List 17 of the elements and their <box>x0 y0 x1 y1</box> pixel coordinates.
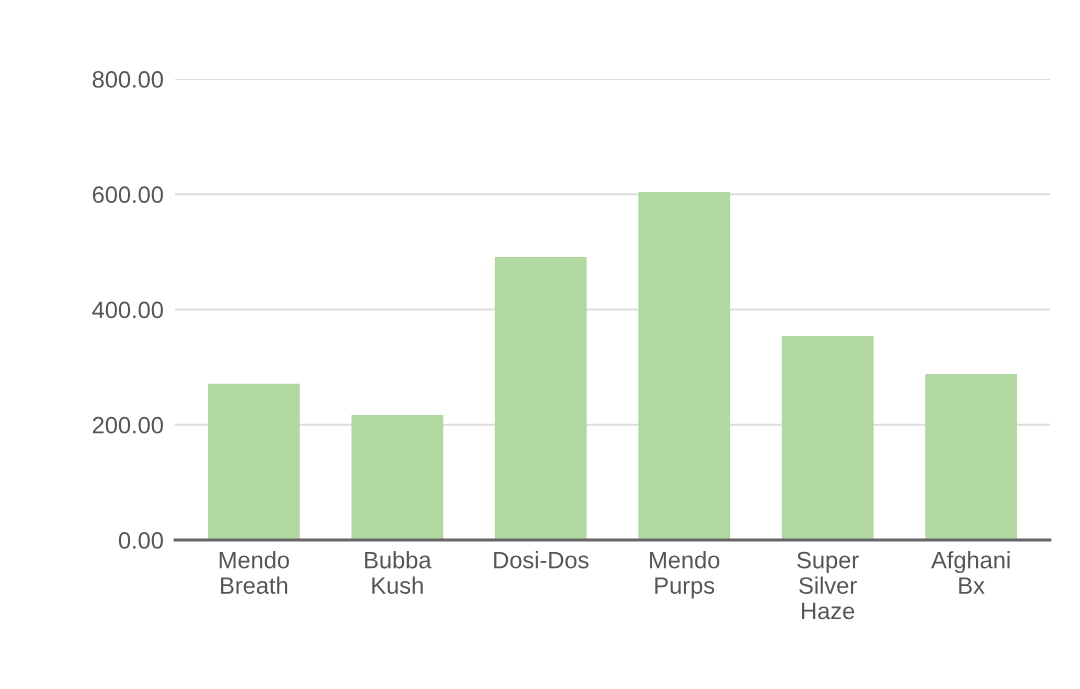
bar <box>207 383 300 540</box>
y-tick-label: 600.00 <box>92 186 163 204</box>
y-tick-label: 800.00 <box>92 71 163 88</box>
x-tick-label: Mendo Breath <box>219 551 289 594</box>
bar <box>494 257 587 540</box>
x-tick-label: Dosi-Dos <box>494 551 589 569</box>
bar <box>638 191 731 540</box>
x-tick-label: Afghani Bx <box>931 551 1010 594</box>
y-tick-label: 400.00 <box>92 301 163 319</box>
bar <box>781 336 874 540</box>
bar <box>351 414 444 540</box>
bar <box>925 374 1018 540</box>
x-tick-label: Bubba Kush <box>365 551 432 594</box>
x-tick-label: Mendo Purps <box>650 551 720 599</box>
y-tick-label: 0.00 <box>118 532 163 549</box>
y-tick-label: 200.00 <box>92 416 163 434</box>
x-tick-label: Super Silver Haze <box>797 551 859 620</box>
